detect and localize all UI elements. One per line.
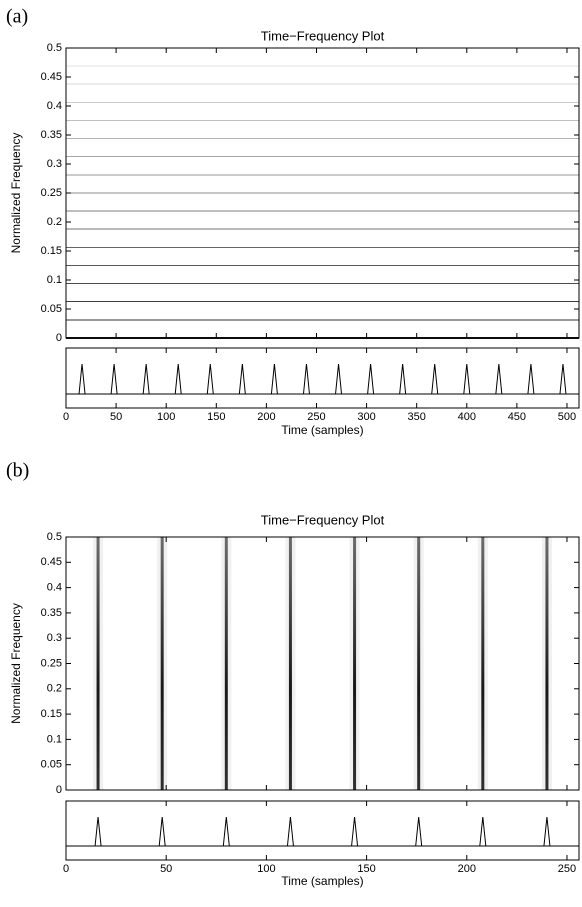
signal-frame — [65, 800, 580, 861]
x-tick-label: 100 — [157, 411, 175, 423]
x-tick-label: 250 — [307, 411, 325, 423]
x-tick-label: 500 — [558, 411, 576, 423]
x-tick-label: 150 — [357, 863, 375, 875]
signal-peak — [415, 816, 423, 847]
y-tick-label: 0.15 — [41, 245, 62, 257]
y-tick-label: 0.35 — [41, 607, 62, 619]
x-axis-label: Time (samples) — [281, 423, 363, 437]
x-tick-label: 350 — [408, 411, 426, 423]
y-tick-label: 0.3 — [47, 158, 62, 170]
signal-peak — [543, 816, 551, 847]
y-tick-label: 0.1 — [47, 274, 62, 286]
x-tick-label: 200 — [257, 411, 275, 423]
pulse-band — [353, 537, 357, 790]
panel-label: (a) — [6, 6, 28, 28]
y-tick-label: 0.2 — [47, 683, 62, 695]
signal-peak — [270, 363, 278, 395]
y-tick-label: 0.15 — [41, 708, 62, 720]
signal-peak — [399, 363, 407, 395]
pulse-band — [96, 537, 100, 790]
pulse-band — [288, 537, 292, 790]
panel-label: (b) — [6, 460, 29, 482]
signal-peak — [142, 363, 150, 395]
x-tick-label: 50 — [110, 411, 122, 423]
signal-peak — [206, 363, 214, 395]
chart-title: Time−Frequency Plot — [261, 512, 385, 527]
signal-peak — [431, 363, 439, 395]
signal-peak — [335, 363, 343, 395]
y-tick-label: 0.35 — [41, 129, 62, 141]
signal-peak — [174, 363, 182, 395]
x-tick-label: 100 — [257, 863, 275, 875]
y-tick-label: 0.2 — [47, 216, 62, 228]
signal-peak — [94, 816, 102, 847]
y-tick-label: 0.25 — [41, 187, 62, 199]
x-tick-label: 400 — [458, 411, 476, 423]
y-tick-label: 0.45 — [41, 71, 62, 83]
plot-frame — [65, 47, 580, 339]
x-tick-label: 50 — [160, 863, 172, 875]
plot-area — [66, 48, 579, 338]
x-tick-label: 0 — [63, 863, 69, 875]
plot-frame — [65, 536, 580, 791]
signal-peak — [222, 816, 230, 847]
x-tick-label: 450 — [508, 411, 526, 423]
signal-peak — [78, 363, 86, 395]
signal-peak — [302, 363, 310, 395]
signal-frame — [65, 347, 580, 409]
pulse-band — [160, 537, 164, 790]
chart-title: Time−Frequency Plot — [261, 28, 385, 43]
y-tick-label: 0.05 — [41, 759, 62, 771]
x-tick-label: 0 — [63, 411, 69, 423]
signal-peak — [158, 816, 166, 847]
x-tick-label: 200 — [458, 863, 476, 875]
y-tick-label: 0.1 — [47, 733, 62, 745]
y-tick-label: 0 — [56, 332, 62, 344]
x-tick-label: 150 — [207, 411, 225, 423]
x-axis-label: Time (samples) — [281, 874, 363, 888]
signal-peak — [495, 363, 503, 395]
signal-peak — [463, 363, 471, 395]
y-axis-label: Normalized Frequency — [9, 603, 23, 724]
signal-peak — [351, 816, 359, 847]
y-tick-label: 0.45 — [41, 556, 62, 568]
pulse-band — [545, 537, 549, 790]
x-tick-label: 300 — [357, 411, 375, 423]
pulse-band — [481, 537, 485, 790]
signal-peak — [479, 816, 487, 847]
y-tick-label: 0.4 — [47, 100, 62, 112]
y-tick-label: 0 — [56, 784, 62, 796]
y-tick-label: 0.4 — [47, 582, 62, 594]
y-tick-label: 0.25 — [41, 657, 62, 669]
pulse-band — [224, 537, 228, 790]
signal-peak — [286, 816, 294, 847]
signal-peak — [110, 363, 118, 395]
y-tick-label: 0.5 — [47, 42, 62, 54]
signal-peak — [559, 363, 567, 395]
x-tick-label: 250 — [558, 863, 576, 875]
y-tick-label: 0.3 — [47, 632, 62, 644]
y-tick-label: 0.5 — [47, 531, 62, 543]
plot-area — [66, 537, 579, 790]
y-axis-label: Normalized Frequency — [9, 133, 23, 254]
signal-peak — [527, 363, 535, 395]
signal-peak — [238, 363, 246, 395]
y-tick-label: 0.05 — [41, 303, 62, 315]
signal-peak — [367, 363, 375, 395]
pulse-band — [417, 537, 421, 790]
